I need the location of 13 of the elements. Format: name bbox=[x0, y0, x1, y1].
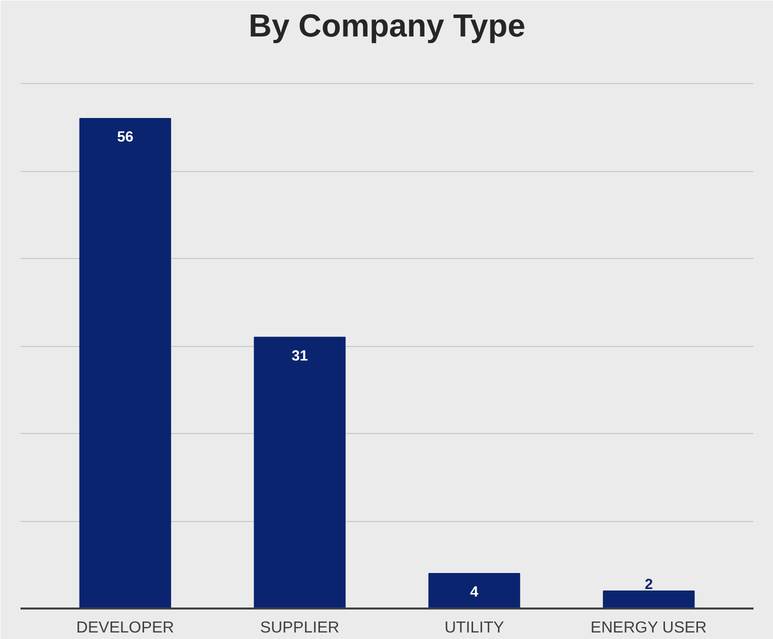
x-tick-label: ENERGY USER bbox=[590, 620, 707, 636]
bar bbox=[79, 118, 172, 608]
data-label: 4 bbox=[470, 584, 480, 600]
x-tick-label: SUPPLIER bbox=[260, 620, 340, 636]
chart-title: By Company Type bbox=[248, 8, 526, 44]
bar bbox=[602, 590, 695, 608]
x-tick-label: UTILITY bbox=[444, 620, 504, 636]
bar bbox=[428, 573, 520, 608]
data-label: 31 bbox=[292, 348, 308, 364]
data-label: 2 bbox=[644, 576, 653, 593]
x-tick-label: DEVELOPER bbox=[76, 620, 174, 636]
data-label: 56 bbox=[117, 130, 134, 146]
bar bbox=[254, 336, 346, 608]
